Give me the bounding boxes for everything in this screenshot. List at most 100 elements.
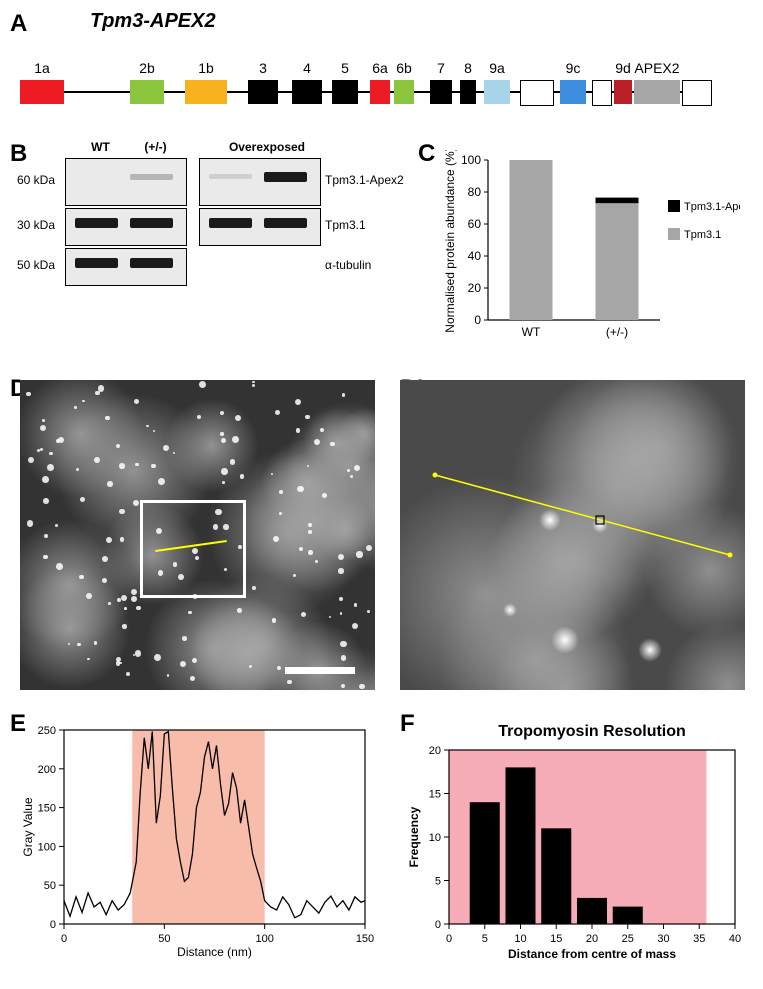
hist-bar xyxy=(470,802,500,924)
svg-text:15: 15 xyxy=(429,789,441,801)
svg-text:80: 80 xyxy=(468,185,482,199)
exon-1a xyxy=(20,80,64,104)
mw-label: 50 kDa xyxy=(17,258,55,272)
svg-text:Distance (nm): Distance (nm) xyxy=(177,945,252,959)
blot-header: (+/-) xyxy=(128,140,183,154)
blot-header: WT xyxy=(73,140,128,154)
svg-text:10: 10 xyxy=(429,832,441,844)
panel-a-label: A xyxy=(10,10,27,38)
hist-bar xyxy=(505,767,535,924)
panel-c-chart: 020406080100Normalised protein abundance… xyxy=(440,150,740,350)
svg-text:250: 250 xyxy=(38,725,56,737)
exon-2b xyxy=(130,80,164,104)
blot-band xyxy=(264,172,307,182)
svg-text:10: 10 xyxy=(514,933,526,945)
bar-segment xyxy=(510,160,553,320)
panel-b-label: B xyxy=(10,140,27,168)
svg-text:(+/-): (+/-) xyxy=(606,325,628,339)
panel-e-svg: 050100150050100150200250Distance (nm)Gra… xyxy=(20,720,375,960)
svg-text:0: 0 xyxy=(446,933,452,945)
svg-text:40: 40 xyxy=(729,933,741,945)
svg-text:200: 200 xyxy=(38,764,56,776)
svg-text:60: 60 xyxy=(468,217,482,231)
panel-c-svg: 020406080100Normalised protein abundance… xyxy=(440,150,740,350)
blot-band xyxy=(209,174,252,179)
em-image-d xyxy=(20,380,375,690)
svg-text:0: 0 xyxy=(474,313,481,327)
legend-swatch xyxy=(668,228,680,240)
svg-text:Distance from centre of mass: Distance from centre of mass xyxy=(508,947,676,960)
svg-text:100: 100 xyxy=(38,841,56,853)
svg-text:Frequency: Frequency xyxy=(407,806,421,867)
exon-APEX2 xyxy=(634,80,680,104)
exon-label-1b: 1b xyxy=(185,60,227,76)
panel-ef-row: E 050100150050100150200250Distance (nm)G… xyxy=(10,710,753,970)
exon-9c xyxy=(560,80,586,104)
exon-blank xyxy=(682,80,712,106)
exon-label-9c: 9c xyxy=(560,60,586,76)
exon-label-1a: 1a xyxy=(20,60,64,76)
bar-segment xyxy=(596,198,639,204)
exon-label-4: 4 xyxy=(292,60,322,76)
svg-text:35: 35 xyxy=(693,933,705,945)
svg-text:100: 100 xyxy=(255,933,273,945)
svg-text:20: 20 xyxy=(429,745,441,757)
exon-1b xyxy=(185,80,227,104)
band-label: Tpm3.1 xyxy=(325,218,425,232)
em-image-d-prime xyxy=(400,380,745,690)
hist-bar xyxy=(577,898,607,924)
exon-label-7: 7 xyxy=(430,60,452,76)
blot-row-2: 50 kDaα-tubulin xyxy=(65,248,395,284)
svg-text:20: 20 xyxy=(586,933,598,945)
measurement-line-zoom xyxy=(400,380,745,690)
blot-band xyxy=(209,218,252,228)
panel-a-title: Tpm3-APEX2 xyxy=(90,10,216,33)
blot-band xyxy=(264,218,307,228)
exon-blank xyxy=(592,80,612,106)
svg-text:150: 150 xyxy=(356,933,374,945)
gene-diagram: 1a2b1b3456a6b789a9c9dAPEX2 xyxy=(10,50,753,120)
exon-6a xyxy=(370,80,390,104)
legend-label: Tpm3.1-Apex2 xyxy=(684,201,740,213)
exon-9a xyxy=(484,80,510,104)
panel-dd-row: D D' xyxy=(10,370,753,700)
svg-text:50: 50 xyxy=(158,933,170,945)
hist-bar xyxy=(613,907,643,924)
exon-label-8: 8 xyxy=(460,60,476,76)
panel-c-label: C xyxy=(418,140,435,168)
exon-label-5: 5 xyxy=(332,60,358,76)
blot-band xyxy=(75,218,118,228)
band-label: Tpm3.1-Apex2 xyxy=(325,173,425,187)
svg-text:Normalised protein abundance (: Normalised protein abundance (%) xyxy=(443,150,457,333)
exon-label-2b: 2b xyxy=(130,60,164,76)
panel-a: A Tpm3-APEX2 1a2b1b3456a6b789a9c9dAPEX2 xyxy=(10,10,753,140)
svg-text:40: 40 xyxy=(468,249,482,263)
blot-box-right xyxy=(199,158,321,206)
exon-4 xyxy=(292,80,322,104)
blot-row-0: 60 kDaTpm3.1-Apex2 xyxy=(65,158,395,204)
svg-text:30: 30 xyxy=(657,933,669,945)
panel-f-svg: Tropomyosin Resolution051015202530354005… xyxy=(405,720,745,960)
bar-segment xyxy=(596,203,639,320)
panel-e-chart: 050100150050100150200250Distance (nm)Gra… xyxy=(20,720,375,960)
svg-text:WT: WT xyxy=(522,325,541,339)
blot-box-left xyxy=(65,158,187,206)
panel-f-chart: Tropomyosin Resolution051015202530354005… xyxy=(405,720,745,960)
blot-header: Overexposed xyxy=(207,140,327,154)
exon-7 xyxy=(430,80,452,104)
svg-text:15: 15 xyxy=(550,933,562,945)
exon-label-6b: 6b xyxy=(394,60,414,76)
exon-label-APEX2: APEX2 xyxy=(634,60,680,76)
blot-band xyxy=(75,258,118,268)
svg-text:25: 25 xyxy=(622,933,634,945)
svg-text:0: 0 xyxy=(50,919,56,931)
exon-8 xyxy=(460,80,476,104)
blot-row-1: 30 kDaTpm3.1 xyxy=(65,208,395,244)
svg-text:Tropomyosin Resolution: Tropomyosin Resolution xyxy=(498,723,686,740)
blot-band xyxy=(130,218,173,228)
exon-5 xyxy=(332,80,358,104)
svg-text:20: 20 xyxy=(468,281,482,295)
exon-9d xyxy=(614,80,632,104)
blot-band xyxy=(130,174,173,180)
exon-label-3: 3 xyxy=(248,60,278,76)
